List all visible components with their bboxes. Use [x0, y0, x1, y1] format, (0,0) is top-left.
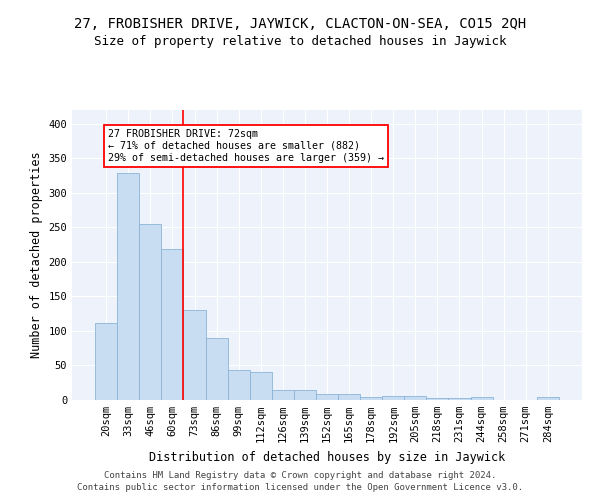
- Bar: [95, 324, 117, 400]
- Y-axis label: Number of detached properties: Number of detached properties: [30, 152, 43, 358]
- Text: Size of property relative to detached houses in Jaywick: Size of property relative to detached ho…: [94, 35, 506, 48]
- Bar: [382, 396, 404, 400]
- Text: 27 FROBISHER DRIVE: 72sqm
← 71% of detached houses are smaller (882)
29% of semi: 27 FROBISHER DRIVE: 72sqm ← 71% of detac…: [109, 130, 385, 162]
- Bar: [117, 173, 139, 400]
- Bar: [272, 390, 294, 400]
- Bar: [250, 372, 272, 400]
- Bar: [139, 224, 161, 400]
- Bar: [316, 394, 338, 400]
- Bar: [404, 396, 427, 400]
- Bar: [537, 397, 559, 400]
- Text: 27, FROBISHER DRIVE, JAYWICK, CLACTON-ON-SEA, CO15 2QH: 27, FROBISHER DRIVE, JAYWICK, CLACTON-ON…: [74, 18, 526, 32]
- Bar: [470, 397, 493, 400]
- Bar: [161, 250, 184, 400]
- Bar: [227, 370, 250, 400]
- Text: Contains HM Land Registry data © Crown copyright and database right 2024.
Contai: Contains HM Land Registry data © Crown c…: [77, 471, 523, 492]
- Bar: [427, 398, 448, 400]
- Bar: [206, 338, 227, 400]
- Bar: [448, 398, 470, 400]
- Bar: [338, 394, 360, 400]
- X-axis label: Distribution of detached houses by size in Jaywick: Distribution of detached houses by size …: [149, 450, 505, 464]
- Bar: [184, 310, 206, 400]
- Bar: [360, 396, 382, 400]
- Bar: [294, 390, 316, 400]
